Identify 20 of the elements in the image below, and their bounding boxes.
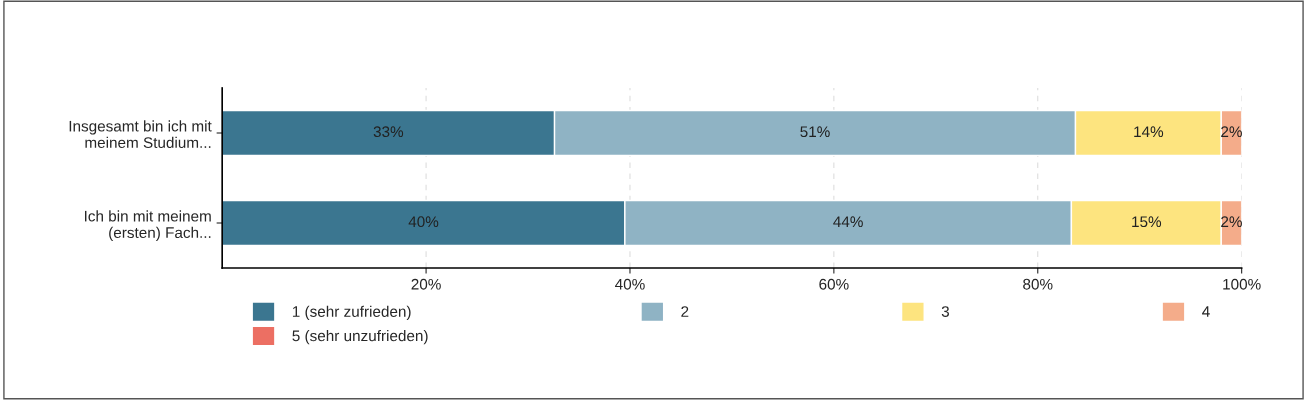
legend-label: 1 (sehr zufrieden) <box>292 305 411 320</box>
x-tick-label: 100% <box>1223 278 1261 290</box>
legend-label: 2 <box>681 306 689 317</box>
x-tick-label: 60% <box>819 278 849 290</box>
x-tick-label: 40% <box>615 278 645 290</box>
y-tick-label: Insgesamt bin ich mit meinem Studium... <box>69 120 212 149</box>
data-label: 2% <box>1221 216 1242 228</box>
data-label: 33% <box>373 126 404 138</box>
legend-label: 3 <box>941 306 949 317</box>
legend-label: 4 <box>1202 306 1210 317</box>
x-tick-label: 80% <box>1023 278 1053 290</box>
x-tick-label: 20% <box>411 278 441 290</box>
data-label: 15% <box>1132 216 1162 228</box>
legend-label: 5 (sehr unzufrieden) <box>292 330 428 345</box>
data-label: 2% <box>1221 126 1242 138</box>
data-label: 14% <box>1134 126 1164 138</box>
data-label: 51% <box>800 126 830 138</box>
data-label: 40% <box>408 216 439 228</box>
data-label: 44% <box>833 216 863 228</box>
y-tick-label: Ich bin mit meinem (ersten) Fach... <box>84 210 211 242</box>
